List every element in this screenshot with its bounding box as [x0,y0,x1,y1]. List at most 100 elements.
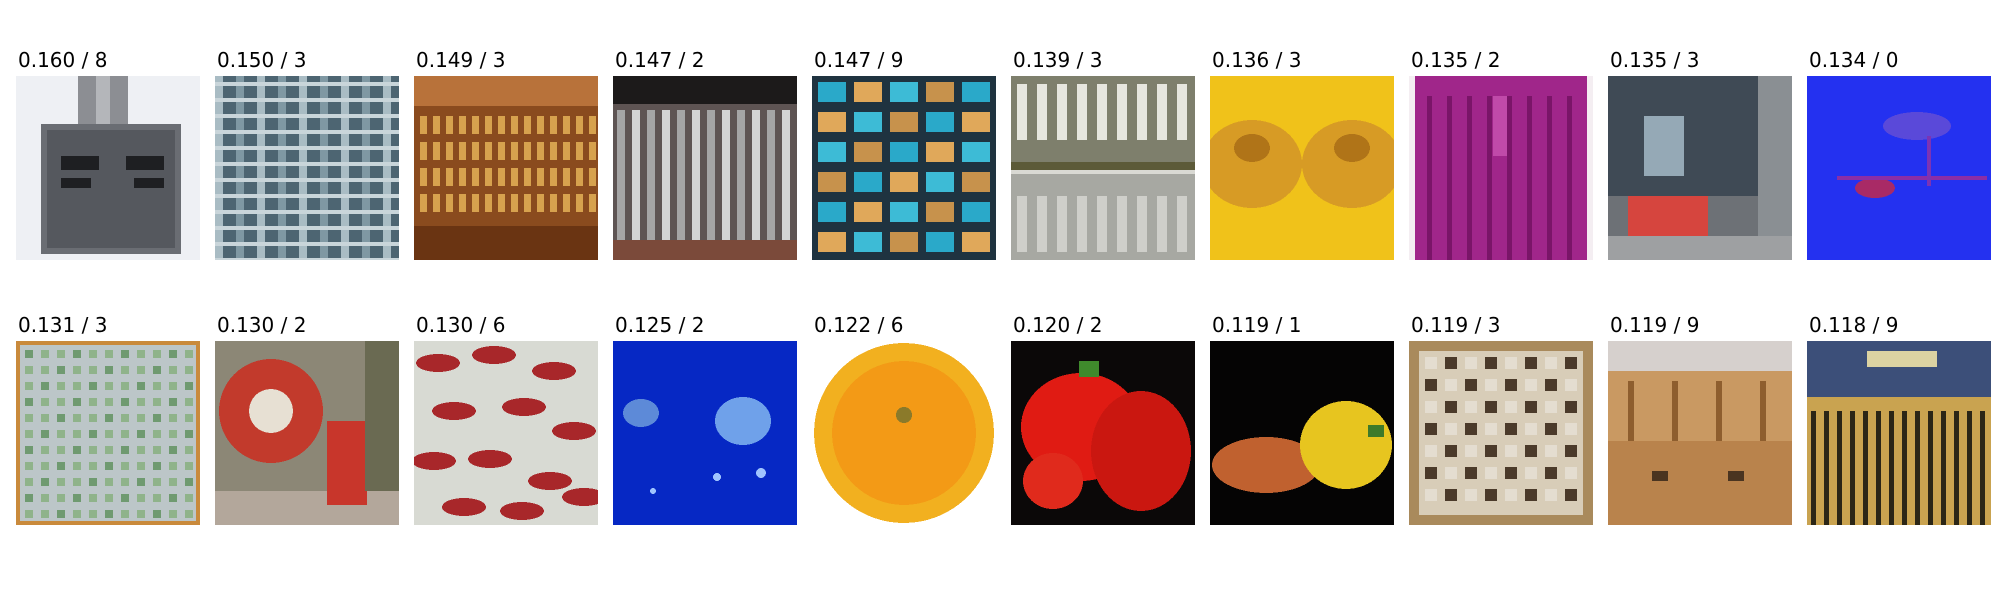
grid-square [41,462,49,470]
window-pane [854,232,882,252]
rack-bead [459,142,466,160]
window-pane [962,142,990,162]
grille-bar [1824,411,1829,525]
panel-stripe [1117,196,1127,252]
cell-caption: 0.131 / 3 [18,313,108,337]
grid-square [169,430,177,438]
bubble [650,488,656,494]
grid-square [169,382,177,390]
robe-fold [1447,96,1452,260]
rack-bead [472,142,479,160]
fruit-top [1334,134,1370,162]
window-pane [854,112,882,132]
grid-square [57,494,65,502]
grid-square [185,446,193,454]
grid-square [153,478,161,486]
window-pane [962,232,990,252]
fruit [1210,120,1302,208]
window-pane [926,142,954,162]
rack-bead [446,116,453,134]
jellyfish-body [1855,178,1895,198]
rack-bead [537,168,544,186]
grid-square [105,494,113,502]
rack-bead [459,116,466,134]
rack-bead [485,194,492,212]
grid-square [73,510,81,518]
grille-bar [677,110,685,240]
pixelated-tile-storefront [1608,76,1792,260]
cell-caption: 0.130 / 2 [217,313,307,337]
abacus-bead [1505,489,1517,501]
panel-stripe [1157,196,1167,252]
facade-band [215,194,399,198]
abacus-bead [1485,445,1497,457]
grid-square [25,382,33,390]
grid-square [169,398,177,406]
grid-square [73,462,81,470]
grid-square [25,494,33,502]
abacus-bead [1425,423,1437,435]
rack-bead [498,194,505,212]
thumbnail-image [1011,76,1195,260]
rack-bead [511,168,518,186]
grid-square [185,414,193,422]
grid-square [25,350,33,358]
grille-bar [752,110,760,240]
rack-bead [420,116,427,134]
grid-square [57,430,65,438]
grille-bar [707,110,715,240]
pixelated-tile-striped-panels [1011,76,1195,260]
rack-bead [537,116,544,134]
grid-square [137,366,145,374]
grid-square [89,414,97,422]
red-pepper [1023,453,1083,509]
facade-column [320,76,328,260]
robe-fold [1527,96,1532,260]
rack-bead [537,194,544,212]
grid-square [137,398,145,406]
pixelated-tile-building-facade [215,76,399,260]
ground [215,491,399,525]
grid-square [105,462,113,470]
panel-stripe [1117,84,1127,140]
thumbnail-image [1409,76,1593,260]
abacus-bead [1465,379,1477,391]
pixelated-tile-bus-front [1807,341,1991,525]
abacus-bead [1465,467,1477,479]
grid-square [153,446,161,454]
pixelated-tile-wooden-rack [414,76,598,260]
grid-square [153,350,161,358]
rack-bead [511,142,518,160]
rack-bead [498,116,505,134]
background [613,341,797,525]
abacus-bead [1465,401,1477,413]
jellyfish [623,399,659,427]
panel-stripe [1057,196,1067,252]
grid-square [153,398,161,406]
abacus-bead [1565,357,1577,369]
grid-square [105,478,113,486]
rack-bead [563,142,570,160]
panel-stripe [1157,84,1167,140]
grid-square [121,398,129,406]
grid-square [25,478,33,486]
abacus-bead [1505,423,1517,435]
jellyfish-tentacle [1927,136,1931,186]
abacus-bead [1545,357,1557,369]
grid-square [121,382,129,390]
cell-caption: 0.139 / 3 [1013,48,1103,72]
thumbnail-image [1409,341,1593,525]
orange-pepper [1212,437,1320,493]
cell-caption: 0.125 / 2 [615,313,705,337]
lobster-shape [472,346,516,364]
window-pane [926,202,954,222]
grid-square [185,478,193,486]
abacus-bead [1565,423,1577,435]
grid-square [57,462,65,470]
grid-square [41,510,49,518]
grid-square [105,430,113,438]
grid-square [89,462,97,470]
grille-bar [1850,411,1855,525]
window-pane [818,232,846,252]
cell-caption: 0.149 / 3 [416,48,506,72]
